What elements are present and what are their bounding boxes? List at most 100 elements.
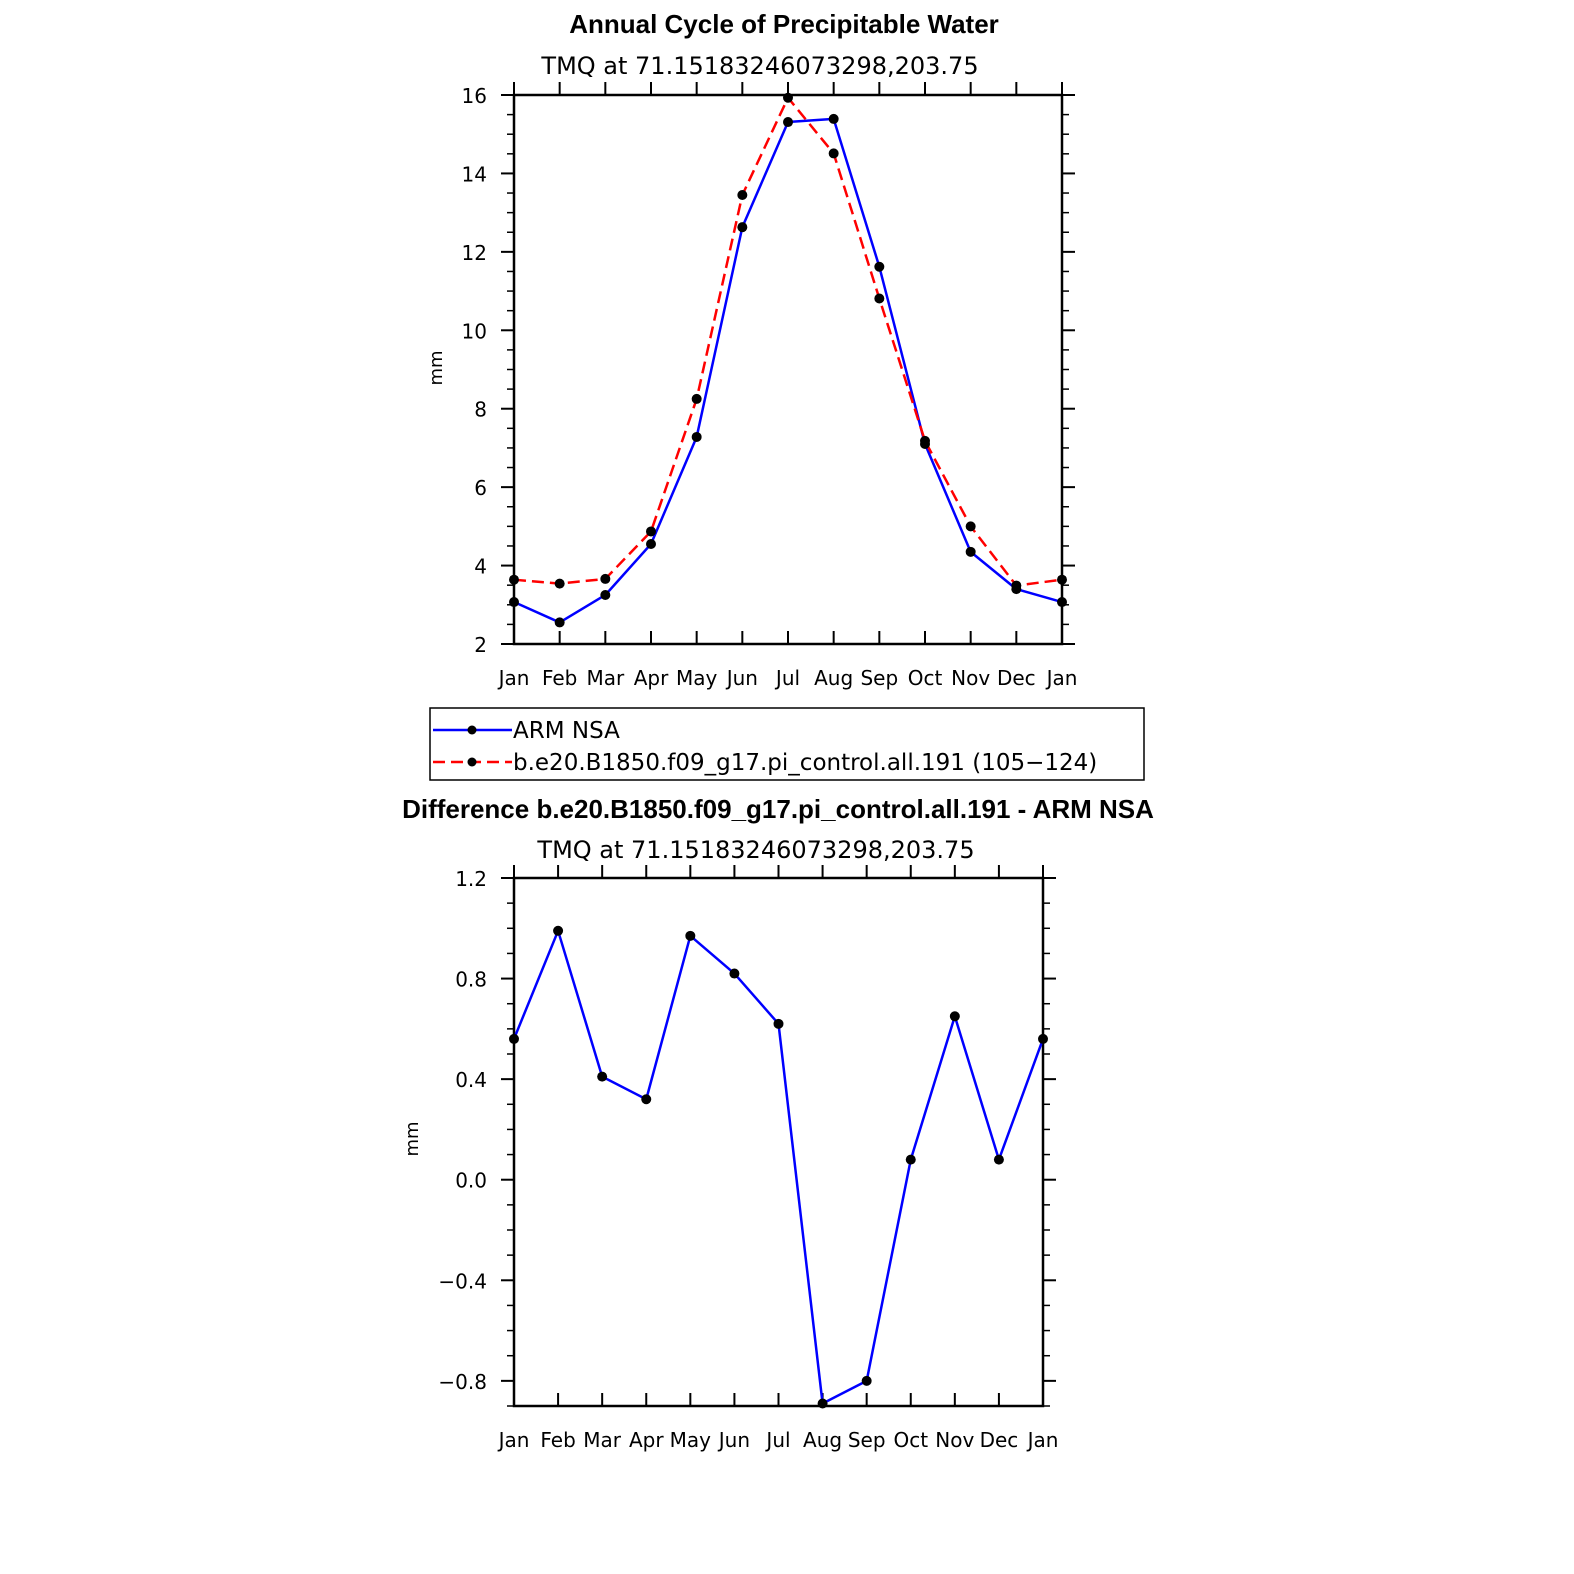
data-point xyxy=(965,521,976,532)
series-0 xyxy=(512,929,1045,1405)
series-1-markers xyxy=(509,92,1067,591)
plot-area: Jan Feb Mar Apr May Jun Jul Aug Sep Oct Nov Dec Jan 2… xyxy=(462,82,1078,690)
x-tick-label: Jan xyxy=(497,1428,530,1452)
series-line xyxy=(513,96,1063,587)
data-point xyxy=(965,546,976,557)
data-point xyxy=(828,113,839,124)
x-tick-label: Jun xyxy=(717,1428,750,1452)
plot-frame xyxy=(512,93,1064,646)
y-axis: 2 4 6 8 10 12 14 16 xyxy=(462,84,1075,657)
y-axis: −0.8 −0.4 0.0 0.4 0.8 1.2 xyxy=(438,867,1056,1407)
y-tick-label: 16 xyxy=(462,84,487,108)
data-point xyxy=(729,968,740,979)
series-line xyxy=(513,117,1063,624)
x-tick-label: Jan xyxy=(1045,666,1078,690)
x-tick-label: Jul xyxy=(764,1428,790,1452)
y-tick-label: −0.8 xyxy=(438,1370,487,1394)
legend-label-arm-nsa: ARM NSA xyxy=(513,718,620,744)
data-point xyxy=(1057,574,1067,585)
series-0-markers xyxy=(509,113,1067,628)
y-axis-label: mm xyxy=(402,1121,423,1156)
x-tick-label: May xyxy=(676,666,718,690)
y-tick-label: 6 xyxy=(474,476,487,500)
data-point xyxy=(993,1154,1004,1165)
x-tick-label: Dec xyxy=(997,666,1036,690)
legend: ARM NSA b.e20.B1850.f09_g17.pi_control.a… xyxy=(429,707,1145,781)
y-tick-label: 14 xyxy=(462,162,487,186)
chart-subtitle: TMQ at 71.15183246073298,203.75 xyxy=(540,52,978,80)
y-tick-label: 10 xyxy=(462,319,487,343)
x-tick-label: Nov xyxy=(951,666,990,690)
y-tick-label: 12 xyxy=(462,241,487,265)
data-point xyxy=(600,573,611,584)
plot-area: Jan Feb Mar Apr May Jun Jul Aug Sep Oct Nov Dec Jan −… xyxy=(438,865,1058,1452)
data-point xyxy=(783,117,793,128)
x-tick-label: Feb xyxy=(540,1428,575,1452)
data-point xyxy=(874,261,885,272)
data-point xyxy=(949,1011,960,1022)
data-point xyxy=(600,589,611,600)
x-tick-label: Oct xyxy=(908,666,943,690)
data-point xyxy=(1011,580,1022,591)
data-point xyxy=(817,1398,828,1409)
y-tick-label: 2 xyxy=(474,633,487,657)
data-point xyxy=(1038,1033,1048,1044)
legend-item-arm-nsa: ARM NSA xyxy=(433,718,620,744)
x-tick-label: Dec xyxy=(980,1428,1019,1452)
x-tick-label: May xyxy=(670,1428,712,1452)
chart-title: Difference b.e20.B1850.f09_g17.pi_contro… xyxy=(402,794,1154,824)
x-tick-label: Jan xyxy=(1026,1428,1059,1452)
data-point xyxy=(597,1071,608,1082)
x-tick-label: Jun xyxy=(725,666,758,690)
data-point xyxy=(509,1033,519,1044)
x-axis: Jan Feb Mar Apr May Jun Jul Aug Sep Oct Nov Dec Jan xyxy=(497,82,1078,690)
data-point xyxy=(861,1375,872,1386)
series-0 xyxy=(513,117,1063,624)
data-point xyxy=(646,539,656,550)
data-point xyxy=(874,293,885,304)
x-tick-label: Aug xyxy=(814,666,853,690)
y-tick-label: −0.4 xyxy=(438,1269,487,1293)
x-tick-label: Aug xyxy=(803,1428,842,1452)
x-tick-label: Jul xyxy=(774,666,800,690)
annual-cycle-chart: Annual Cycle of Precipitable Water TMQ a… xyxy=(426,9,1145,781)
data-point xyxy=(920,435,930,446)
data-point xyxy=(509,574,519,585)
legend-label-model: b.e20.B1850.f09_g17.pi_control.all.191 (… xyxy=(513,750,1097,776)
data-point xyxy=(685,930,696,941)
x-axis: Jan Feb Mar Apr May Jun Jul Aug Sep Oct Nov Dec Jan xyxy=(497,865,1059,1452)
x-tick-label: Nov xyxy=(935,1428,974,1452)
data-point xyxy=(553,925,564,936)
y-tick-label: 8 xyxy=(474,398,487,422)
data-point xyxy=(691,431,702,442)
data-point xyxy=(646,526,656,537)
y-axis-label: mm xyxy=(426,350,447,385)
data-point xyxy=(905,1154,916,1165)
x-tick-label: Jan xyxy=(497,666,530,690)
data-point xyxy=(737,189,748,200)
x-tick-label: Sep xyxy=(848,1428,886,1452)
data-point xyxy=(641,1094,652,1105)
data-point xyxy=(828,148,839,159)
series-0-markers xyxy=(509,925,1048,1409)
series-1 xyxy=(513,96,1063,587)
chart-subtitle: TMQ at 71.15183246073298,203.75 xyxy=(536,836,974,864)
data-point xyxy=(773,1018,784,1029)
x-tick-label: Mar xyxy=(586,666,625,690)
legend-marker-model xyxy=(467,757,477,767)
y-tick-label: 0.4 xyxy=(455,1068,487,1092)
x-tick-label: Feb xyxy=(542,666,577,690)
data-point xyxy=(737,222,748,233)
legend-box xyxy=(429,707,1145,781)
plot-frame xyxy=(512,876,1045,1408)
legend-marker-arm-nsa xyxy=(467,725,477,735)
x-tick-label: Apr xyxy=(634,666,669,690)
series-line xyxy=(512,929,1045,1405)
data-point xyxy=(691,393,702,404)
x-tick-label: Apr xyxy=(629,1428,664,1452)
legend-item-model: b.e20.B1850.f09_g17.pi_control.all.191 (… xyxy=(433,750,1097,776)
x-tick-label: Sep xyxy=(860,666,898,690)
data-point xyxy=(783,92,793,103)
y-tick-label: 0.0 xyxy=(455,1169,487,1193)
